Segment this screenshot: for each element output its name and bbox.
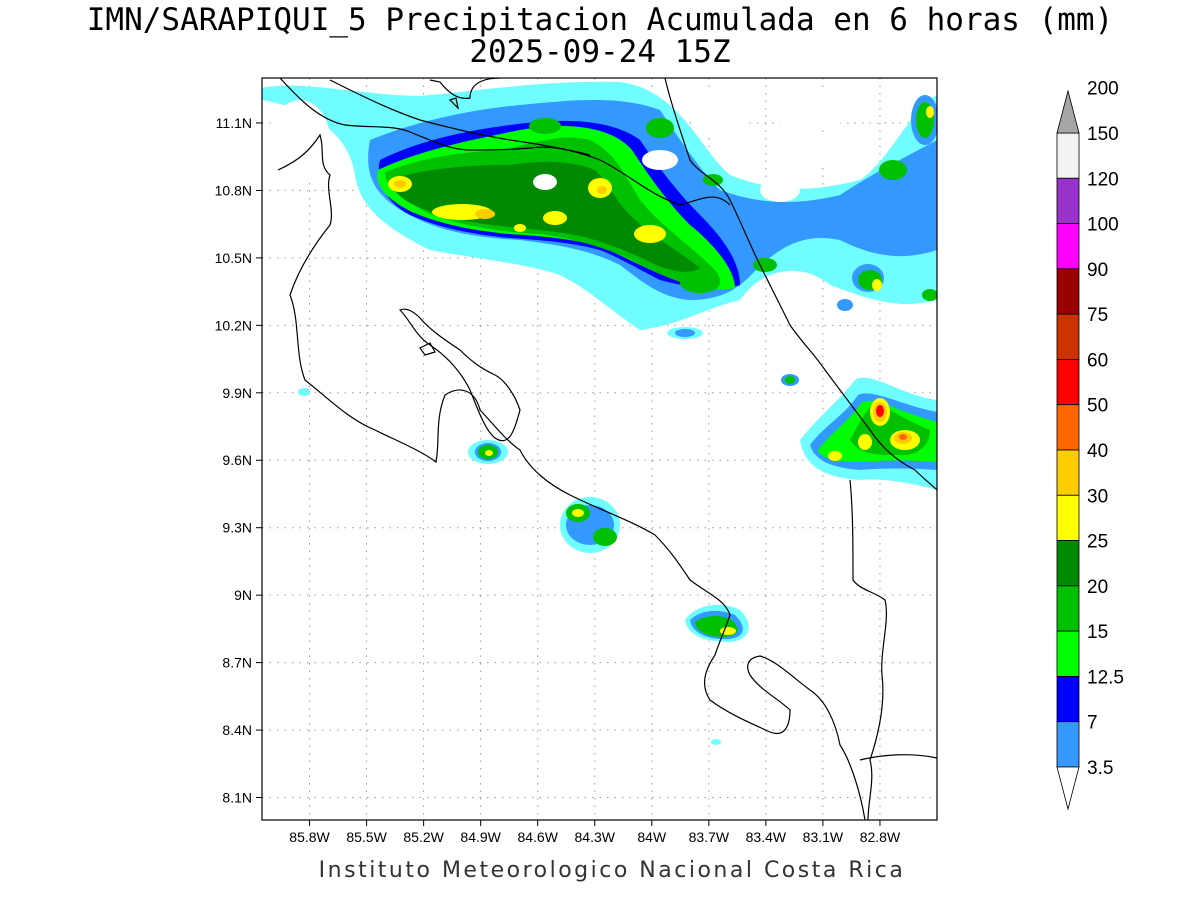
x-tick-label: 83.1W [803, 829, 844, 845]
x-tick-label: 84.3W [575, 829, 616, 845]
colorbar-label: 20 [1087, 577, 1108, 598]
y-tick-label: 10.8N [215, 182, 252, 198]
precip-cell-pacific-3 [685, 604, 749, 745]
colorbar-label: 25 [1087, 532, 1108, 553]
colorbar-top-arrow [1056, 89, 1080, 134]
colorbar-label: 12.5 [1087, 667, 1124, 688]
colorbar-legend: 3.5 7 12.5 15 20 25 30 40 50 60 75 90 100 120 150 200 [1056, 79, 1124, 811]
colorbar-label: 100 [1087, 215, 1119, 236]
precip-cell-northeast [667, 260, 937, 339]
colorbar-swatch [1056, 268, 1080, 315]
y-tick-label: 11.1N [216, 115, 252, 131]
y-tick-label: 8.4N [222, 722, 252, 738]
y-tick-label: 9.9N [222, 385, 252, 401]
colorbar-label: 3.5 [1087, 758, 1113, 779]
y-tick-label: 9.3N [222, 520, 252, 536]
colorbar-label: 75 [1087, 305, 1108, 326]
y-tick-label: 9N [234, 587, 252, 603]
x-tick-label: 82.8W [860, 829, 901, 845]
coastline-and-borders [277, 78, 937, 820]
footer-credit: Instituto Meteorologico Nacional Costa R… [319, 858, 906, 883]
x-tick-label: 84W [637, 829, 667, 845]
longitude-axis: 85.8W 85.5W 85.2W 84.9W 84.6W 84.3W 84W 83.7W 83… [289, 820, 901, 845]
y-tick-label: 10.5N [215, 250, 252, 266]
precip-cell-north [262, 81, 937, 330]
map-datetime: 2025-09-24 15Z [469, 34, 730, 70]
colorbar-swatch [1056, 177, 1080, 224]
y-tick-label: 8.1N [222, 790, 252, 806]
y-tick-label: 8.7N [222, 655, 252, 671]
precip-cell-pacific-1 [468, 440, 508, 464]
colorbar-bottom-arrow [1056, 766, 1080, 811]
x-tick-label: 85.8W [289, 829, 330, 845]
colorbar-label: 7 [1087, 713, 1098, 734]
x-tick-label: 83.7W [689, 829, 730, 845]
colorbar-swatch [1056, 585, 1080, 632]
y-tick-label: 9.6N [222, 452, 252, 468]
colorbar-label: 200 [1087, 79, 1119, 100]
precipitation-field [262, 81, 937, 745]
colorbar-swatch [1056, 494, 1080, 541]
colorbar-swatch [1056, 676, 1080, 723]
precip-cell-pacific-2 [560, 497, 620, 553]
colorbar-swatch [1056, 540, 1080, 587]
x-tick-label: 84.6W [517, 829, 558, 845]
latitude-axis: 11.1N 10.8N 10.5N 10.2N 9.9N 9.6N 9.3N 9N 8.7N 8.… [215, 115, 262, 806]
colorbar-swatch [1056, 449, 1080, 496]
colorbar-swatch [1056, 313, 1080, 360]
y-tick-label: 10.2N [215, 317, 252, 333]
x-tick-label: 83.4W [746, 829, 787, 845]
colorbar-label: 30 [1087, 486, 1108, 507]
colorbar-label: 50 [1087, 396, 1108, 417]
map-area [262, 78, 937, 820]
precip-cell-caribbean [781, 374, 937, 490]
x-tick-label: 85.2W [403, 829, 444, 845]
map-title: IMN/SARAPIQUI_5 Precipitacion Acumulada … [87, 2, 1114, 38]
colorbar-swatch [1056, 630, 1080, 677]
colorbar-label: 150 [1087, 124, 1119, 145]
colorbar-swatch [1056, 132, 1080, 179]
x-tick-label: 84.9W [460, 829, 501, 845]
colorbar-label: 120 [1087, 169, 1119, 190]
colorbar-label: 40 [1087, 441, 1108, 462]
colorbar-swatch [1056, 223, 1080, 270]
colorbar-swatch [1056, 359, 1080, 406]
colorbar-label: 60 [1087, 350, 1108, 371]
colorbar-label: 90 [1087, 260, 1108, 281]
map-frame [261, 77, 938, 821]
colorbar-swatch [1056, 721, 1080, 768]
colorbar-swatch [1056, 404, 1080, 451]
colorbar-label: 15 [1087, 622, 1108, 643]
x-tick-label: 85.5W [346, 829, 387, 845]
